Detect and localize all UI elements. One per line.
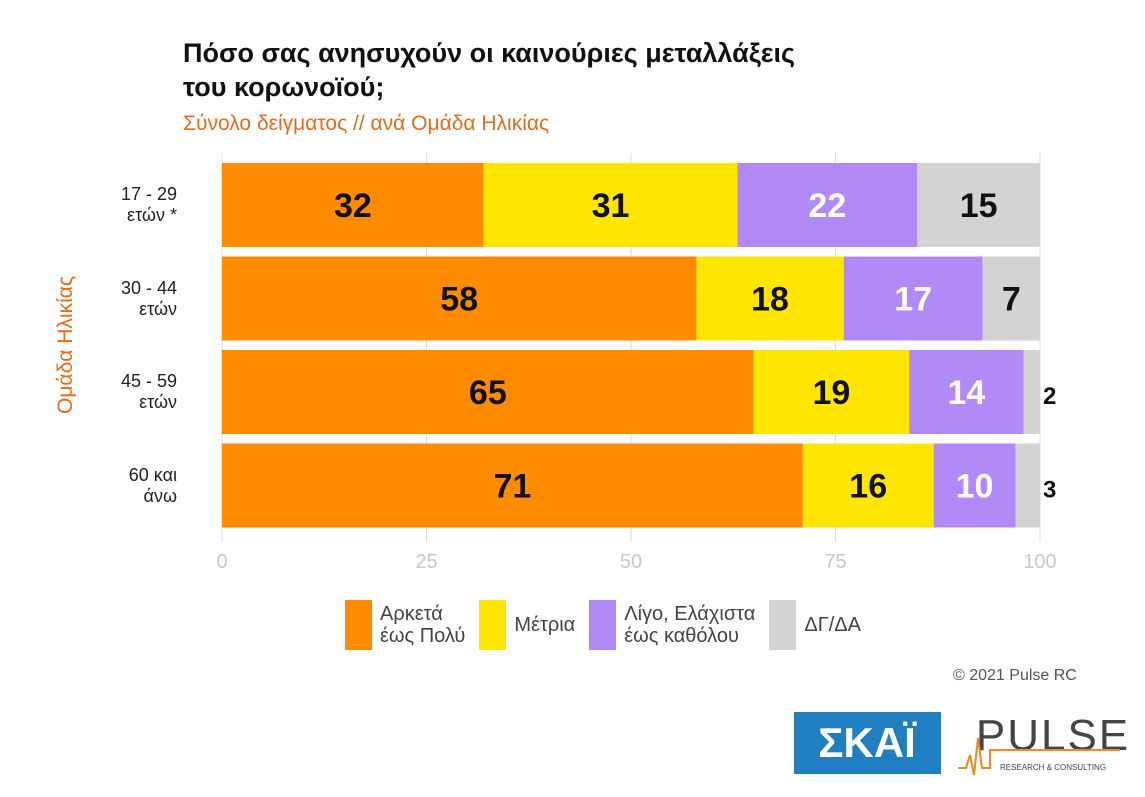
value-label: 7 xyxy=(1002,281,1021,319)
legend-label: Αρκετά έως Πολύ xyxy=(380,603,466,647)
logo-pulse-wave xyxy=(958,737,1120,776)
chart-title: Πόσο σας ανησυχούν οι καινούριες μεταλλά… xyxy=(183,38,796,102)
x-tick-label: 100 xyxy=(1023,551,1056,573)
bar-segment xyxy=(696,256,844,341)
value-label: 71 xyxy=(493,468,531,506)
y-tick-label: 60 και άνω xyxy=(128,464,177,506)
logo-pulse-sub: RESEARCH & CONSULTING xyxy=(1000,763,1106,772)
legend-item: Μέτρια xyxy=(479,600,575,650)
value-label: 10 xyxy=(956,468,994,506)
copyright: © 2021 Pulse RC xyxy=(953,667,1077,684)
bar-segment xyxy=(917,163,1040,247)
legend-swatch xyxy=(589,600,617,650)
bar-segment xyxy=(843,256,983,341)
value-label: 32 xyxy=(334,187,372,225)
value-label: 3 xyxy=(1043,477,1056,504)
legend-item: ΔΓ/ΔΑ xyxy=(769,600,861,650)
value-label: 58 xyxy=(440,281,478,319)
value-label: 18 xyxy=(751,281,789,319)
bar-segment xyxy=(737,163,918,247)
value-label: 19 xyxy=(812,374,850,412)
bar-segment xyxy=(483,163,738,247)
chart-subtitle: Σύνολο δείγματος // ανά Ομάδα Ηλικίας xyxy=(183,112,550,135)
bar-segment xyxy=(933,443,1016,528)
legend-label: Μέτρια xyxy=(514,614,576,636)
y-tick-label: 17 - 29 ετών * xyxy=(120,184,177,225)
value-label: 65 xyxy=(469,374,507,412)
bar-segment xyxy=(222,256,697,341)
value-label: 2 xyxy=(1043,383,1056,410)
x-tick-label: 0 xyxy=(216,551,227,573)
bar-segment xyxy=(1023,350,1040,434)
bar-segment xyxy=(802,443,934,528)
value-label: 22 xyxy=(808,187,846,225)
legend-swatch xyxy=(345,600,372,650)
logo-pulse: PULSE xyxy=(976,711,1130,760)
y-tick-label: 45 - 59 ετών xyxy=(120,371,177,412)
x-tick-label: 75 xyxy=(824,551,846,573)
value-label: 17 xyxy=(894,281,932,319)
bar-segment xyxy=(1015,443,1040,528)
y-tick-label: 30 - 44 ετών xyxy=(120,277,177,319)
logo-skai: ΣΚΑΪ xyxy=(818,719,917,766)
bar-segment xyxy=(222,163,484,247)
logo-box xyxy=(794,712,941,774)
bar-segment xyxy=(222,350,754,434)
legend-swatch xyxy=(479,600,507,650)
value-label: 16 xyxy=(849,468,887,506)
value-label: 31 xyxy=(592,187,630,225)
legend: Αρκετά έως Πολύ Μέτρια Λίγο, Ελάχιστα έως … xyxy=(345,600,865,650)
legend-label: ΔΓ/ΔΑ xyxy=(804,614,861,636)
legend-item: Λίγο, Ελάχιστα έως καθόλου xyxy=(589,600,755,650)
legend-swatch xyxy=(769,600,797,650)
x-tick-label: 50 xyxy=(620,551,642,573)
value-label: 15 xyxy=(960,187,998,225)
legend-item: Αρκετά έως Πολύ xyxy=(345,600,465,650)
bar-segment xyxy=(909,350,1024,434)
x-tick-label: 25 xyxy=(415,551,437,573)
value-label: 14 xyxy=(947,374,985,412)
bar-segment xyxy=(753,350,910,434)
bar-segment xyxy=(222,443,803,528)
bar-segment xyxy=(982,256,1040,341)
legend-label: Λίγο, Ελάχιστα έως καθόλου xyxy=(624,603,756,647)
